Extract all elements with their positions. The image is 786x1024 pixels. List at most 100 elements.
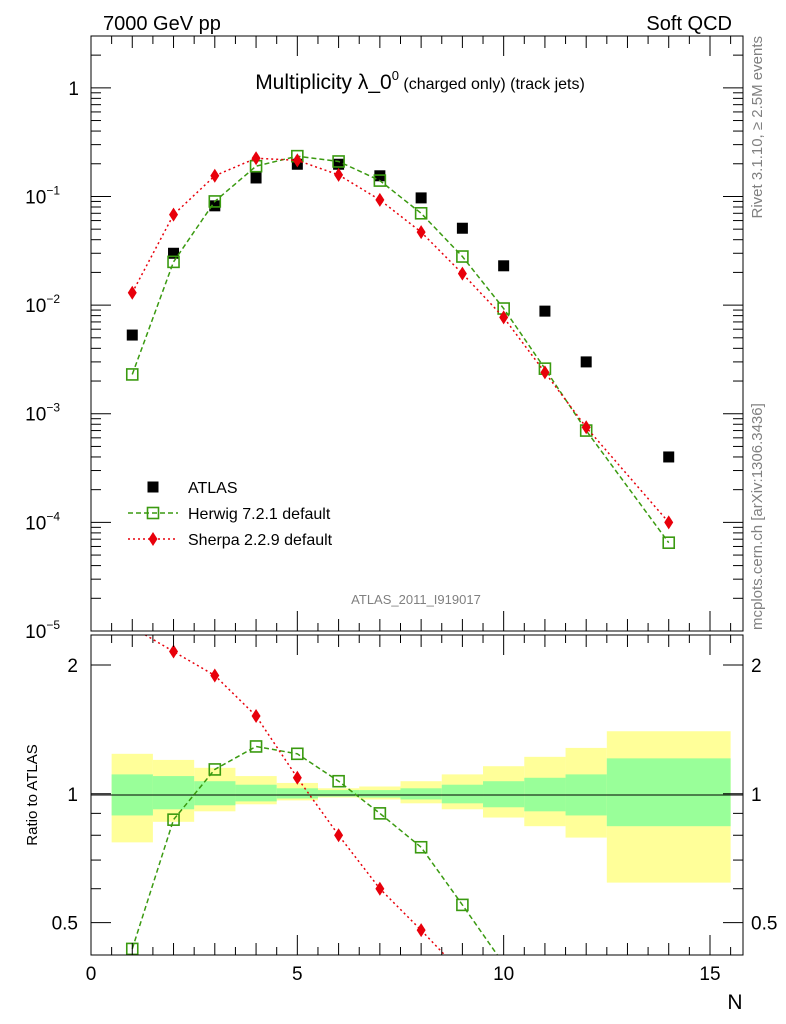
data-point	[373, 174, 387, 187]
header-right: Soft QCD	[646, 13, 732, 35]
data-point	[333, 158, 345, 170]
series-line-2	[131, 157, 670, 523]
ratio-point	[456, 898, 469, 912]
data-point	[250, 172, 262, 184]
ratio-point	[291, 747, 304, 761]
ratio-y-tick-label-right: 1	[751, 785, 762, 806]
inner-band	[441, 784, 484, 804]
legend-label: Herwig 7.2.1 default	[188, 506, 331, 523]
x-tick-label: 0	[86, 964, 97, 985]
main-panel-ticks: 10−5 10−4 10−3 10−2 10−1 1	[25, 35, 743, 643]
inner-band	[359, 790, 401, 798]
data-point	[210, 168, 220, 183]
main-panel: 10−5 10−4 10−3 10−2 10−1 1 Multiplicity λ_00 …	[25, 35, 744, 643]
ratio-point	[208, 763, 222, 776]
ratio-y-tick-label-right: 2	[751, 656, 762, 677]
data-point	[375, 192, 385, 207]
ratio-point	[373, 807, 387, 820]
x-axis-label: N	[727, 991, 742, 1014]
ratio-point	[210, 668, 220, 683]
ratio-panel-ticks: 0.5 0.5 1 1 2 2 0 5 10 15	[52, 635, 777, 985]
data-point	[499, 310, 509, 325]
ratio-point	[167, 813, 180, 826]
data-point	[663, 451, 675, 463]
y-axis-label: Ratio to ATLAS	[24, 744, 41, 845]
data-point	[456, 222, 468, 234]
ratio-y-tick-label-right: 0.5	[751, 914, 777, 935]
y-tick-label: 10−1	[25, 183, 60, 208]
ratio-point	[458, 967, 467, 981]
data-point	[540, 365, 550, 380]
data-point	[169, 207, 179, 222]
ratio-point	[416, 923, 426, 938]
y-tick-label: 10−2	[25, 292, 60, 317]
x-tick-label: 10	[493, 964, 514, 985]
data-point	[581, 420, 591, 435]
data-point	[168, 247, 180, 259]
data-point	[125, 368, 139, 381]
ratio-uncertainty-bands	[111, 731, 731, 883]
ratio-point	[375, 881, 385, 896]
header-left: 7000 GeV pp	[103, 13, 221, 35]
data-point	[332, 155, 345, 168]
ratio-panel: 0.5 0.5 1 1 2 2 0 5 10 15 Ratio to ATLAS N	[24, 634, 777, 1014]
side-text-mcplots: mcplots.cern.ch [arXiv:1306.3436]	[749, 403, 766, 630]
ratio-point	[414, 840, 428, 854]
x-tick-label: 15	[699, 964, 720, 985]
data-point	[251, 151, 261, 166]
ratio-point	[332, 774, 345, 788]
side-text-rivet: Rivet 3.1.10, ≥ 2.5M events	[749, 36, 766, 219]
inner-band	[194, 781, 236, 806]
main-panel-frame	[90, 35, 744, 632]
data-point	[498, 260, 510, 272]
inner-band	[483, 781, 525, 808]
x-tick-label: 5	[292, 964, 303, 985]
y-tick-label: 10−4	[25, 509, 60, 534]
y-tick-label: 1	[68, 79, 79, 100]
legend-marker	[148, 532, 158, 546]
ratio-point	[334, 828, 344, 843]
inner-band	[152, 776, 195, 810]
data-point	[414, 206, 428, 220]
data-point	[127, 285, 137, 300]
legend-marker	[147, 481, 159, 493]
data-point	[457, 266, 467, 281]
ratio-panel-frame	[90, 634, 744, 956]
data-point	[416, 225, 426, 240]
main-panel-series	[125, 149, 676, 549]
data-point	[664, 515, 674, 530]
ratio-point	[169, 644, 179, 659]
ratio-y-tick-label: 2	[67, 656, 78, 677]
ratio-line-0	[131, 745, 499, 955]
legend: ATLAS Herwig 7.2.1 default Sherpa 2.2.9 de…	[128, 480, 333, 549]
ratio-line-1	[143, 635, 446, 955]
data-point	[209, 200, 221, 212]
data-point	[126, 329, 138, 341]
data-point	[456, 250, 469, 263]
data-point	[580, 356, 592, 368]
ratio-y-tick-label: 0.5	[52, 914, 78, 935]
inner-band	[276, 788, 318, 799]
data-point	[415, 192, 427, 204]
legend-label: Sherpa 2.2.9 default	[188, 532, 333, 549]
legend-label: ATLAS	[188, 480, 238, 497]
data-point	[539, 305, 551, 317]
ratio-point	[249, 740, 263, 753]
data-point	[167, 255, 180, 269]
ratio-point	[292, 770, 302, 785]
chart-title: Multiplicity λ_00 (charged only) (track …	[255, 68, 585, 94]
watermark: ATLAS_2011_I919017	[351, 592, 481, 607]
ratio-panel-series	[125, 635, 499, 981]
data-point	[334, 167, 344, 182]
ratio-point	[251, 708, 261, 723]
data-point	[208, 195, 222, 208]
inner-band	[317, 790, 360, 797]
ratio-y-tick-label: 1	[67, 785, 78, 806]
data-point	[292, 153, 302, 168]
inner-band	[235, 784, 277, 802]
inner-band	[606, 758, 731, 827]
data-point	[662, 536, 676, 549]
y-tick-label: 10−3	[25, 401, 60, 426]
inner-band	[400, 788, 442, 800]
